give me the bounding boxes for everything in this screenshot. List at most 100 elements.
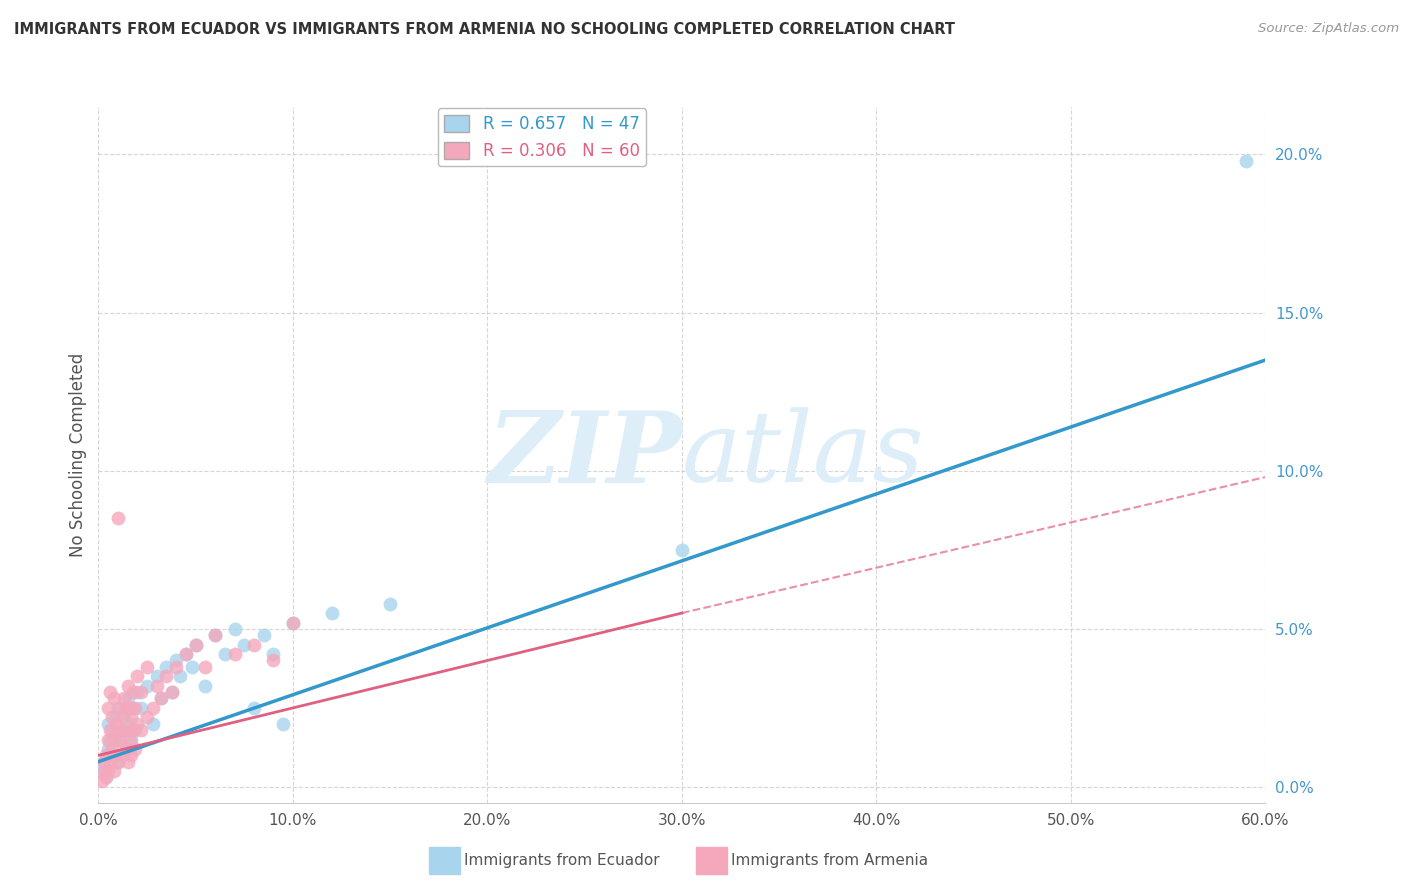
Point (194, 679, 217, 693)
Point (253, 628, 276, 642)
Point (98, 685, 121, 699)
Text: Source: ZipAtlas.com: Source: ZipAtlas.com (1258, 22, 1399, 36)
Point (112, 723, 135, 737)
Point (103, 748, 125, 763)
Point (162, 685, 184, 699)
Point (101, 742, 124, 756)
Point (1234, 153, 1257, 168)
Point (97, 716, 120, 731)
Point (224, 647, 246, 661)
Point (118, 732, 141, 747)
Point (194, 660, 217, 674)
Text: Immigrants from Armenia: Immigrants from Armenia (731, 854, 928, 868)
Point (136, 710, 159, 724)
Y-axis label: No Schooling Completed: No Schooling Completed (69, 353, 87, 557)
Point (122, 701, 145, 715)
Point (96, 771, 118, 785)
Point (174, 647, 197, 661)
Point (149, 691, 172, 706)
Point (129, 685, 152, 699)
Point (243, 701, 266, 715)
Point (262, 647, 284, 661)
Point (127, 716, 149, 731)
Point (104, 716, 127, 731)
Point (117, 691, 139, 706)
Point (97, 764, 120, 779)
Point (121, 748, 143, 763)
Point (214, 647, 236, 661)
Point (101, 710, 124, 724)
Point (111, 710, 134, 724)
Point (117, 679, 139, 693)
Point (112, 691, 135, 706)
Point (271, 716, 294, 731)
Text: Immigrants from Ecuador: Immigrants from Ecuador (464, 854, 659, 868)
Point (122, 685, 145, 699)
Point (118, 701, 141, 715)
Point (127, 685, 149, 699)
Point (114, 742, 136, 756)
Point (127, 669, 149, 683)
Point (671, 542, 693, 557)
Legend: R = 0.657   N = 47, R = 0.306   N = 60: R = 0.657 N = 47, R = 0.306 N = 60 (437, 109, 647, 167)
Point (124, 742, 146, 756)
Point (96, 748, 118, 763)
Point (281, 615, 304, 630)
Point (117, 723, 139, 737)
Point (108, 701, 131, 715)
Point (98, 732, 121, 747)
Point (146, 679, 169, 693)
Point (91, 773, 114, 788)
Point (114, 701, 136, 715)
Point (97, 701, 120, 715)
Point (124, 723, 146, 737)
Point (124, 701, 146, 715)
Point (111, 723, 134, 737)
Point (129, 701, 152, 715)
Point (107, 723, 129, 737)
Point (122, 723, 145, 737)
Point (180, 660, 202, 674)
Point (142, 716, 165, 731)
Point (146, 669, 169, 683)
Point (184, 638, 207, 652)
Point (262, 653, 284, 667)
Point (129, 723, 152, 737)
Point (108, 732, 131, 747)
Point (104, 710, 127, 724)
Point (204, 628, 226, 642)
Point (103, 691, 125, 706)
Point (108, 732, 131, 747)
Point (107, 701, 129, 715)
Point (155, 660, 177, 674)
Point (121, 710, 143, 724)
Point (93, 755, 115, 769)
Point (142, 701, 165, 715)
Point (97, 742, 120, 756)
Point (103, 732, 125, 747)
Point (204, 628, 226, 642)
Point (174, 647, 197, 661)
Point (117, 755, 139, 769)
Point (321, 606, 343, 620)
Point (149, 691, 172, 706)
Point (184, 638, 207, 652)
Point (107, 755, 129, 769)
Point (112, 710, 135, 724)
Point (103, 764, 125, 779)
Point (162, 685, 184, 699)
Text: IMMIGRANTS FROM ECUADOR VS IMMIGRANTS FROM ARMENIA NO SCHOOLING COMPLETED CORREL: IMMIGRANTS FROM ECUADOR VS IMMIGRANTS FR… (14, 22, 955, 37)
Text: ZIP: ZIP (486, 407, 682, 503)
Point (107, 511, 129, 525)
Text: atlas: atlas (682, 408, 925, 502)
Point (114, 742, 136, 756)
Point (118, 716, 141, 731)
Point (378, 597, 402, 611)
Point (98, 723, 121, 737)
Point (165, 653, 187, 667)
Point (243, 638, 266, 652)
Point (96, 771, 118, 785)
Point (155, 669, 177, 683)
Point (136, 679, 159, 693)
Point (107, 755, 129, 769)
